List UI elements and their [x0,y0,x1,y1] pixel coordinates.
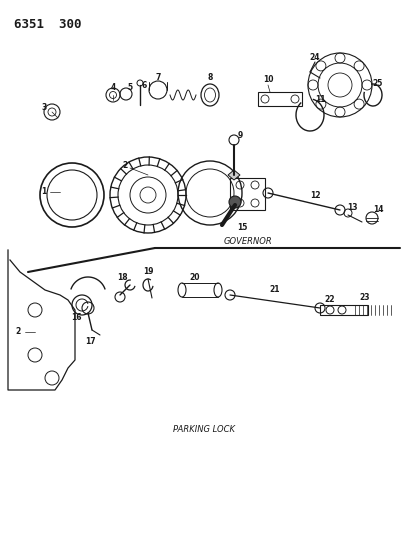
Text: 22: 22 [325,295,335,304]
Text: 12: 12 [310,190,320,199]
Text: 4: 4 [111,84,115,93]
Text: 23: 23 [360,294,370,303]
Polygon shape [228,170,240,180]
Text: 10: 10 [263,76,273,85]
Text: PARKING LOCK: PARKING LOCK [173,425,235,434]
Text: 16: 16 [71,313,81,322]
Text: 17: 17 [85,337,95,346]
Text: 18: 18 [117,273,127,282]
Text: 13: 13 [347,203,357,212]
Text: 19: 19 [143,268,153,277]
Text: GOVERNOR: GOVERNOR [224,238,273,246]
Text: 3: 3 [41,103,47,112]
Text: 6: 6 [142,80,146,90]
Text: 1: 1 [41,188,47,197]
Text: 24: 24 [310,53,320,62]
Text: 2: 2 [122,160,128,169]
Text: 2: 2 [16,327,21,336]
Text: 21: 21 [270,286,280,295]
Text: 25: 25 [373,79,383,88]
Text: 20: 20 [190,273,200,282]
Text: 6351  300: 6351 300 [14,18,82,31]
Circle shape [229,196,241,208]
Text: 9: 9 [237,131,243,140]
Text: 14: 14 [373,206,383,214]
Text: 8: 8 [207,74,213,83]
Text: 7: 7 [155,74,161,83]
Text: 5: 5 [127,84,133,93]
Text: 11: 11 [315,95,325,104]
Text: 15: 15 [237,223,247,232]
